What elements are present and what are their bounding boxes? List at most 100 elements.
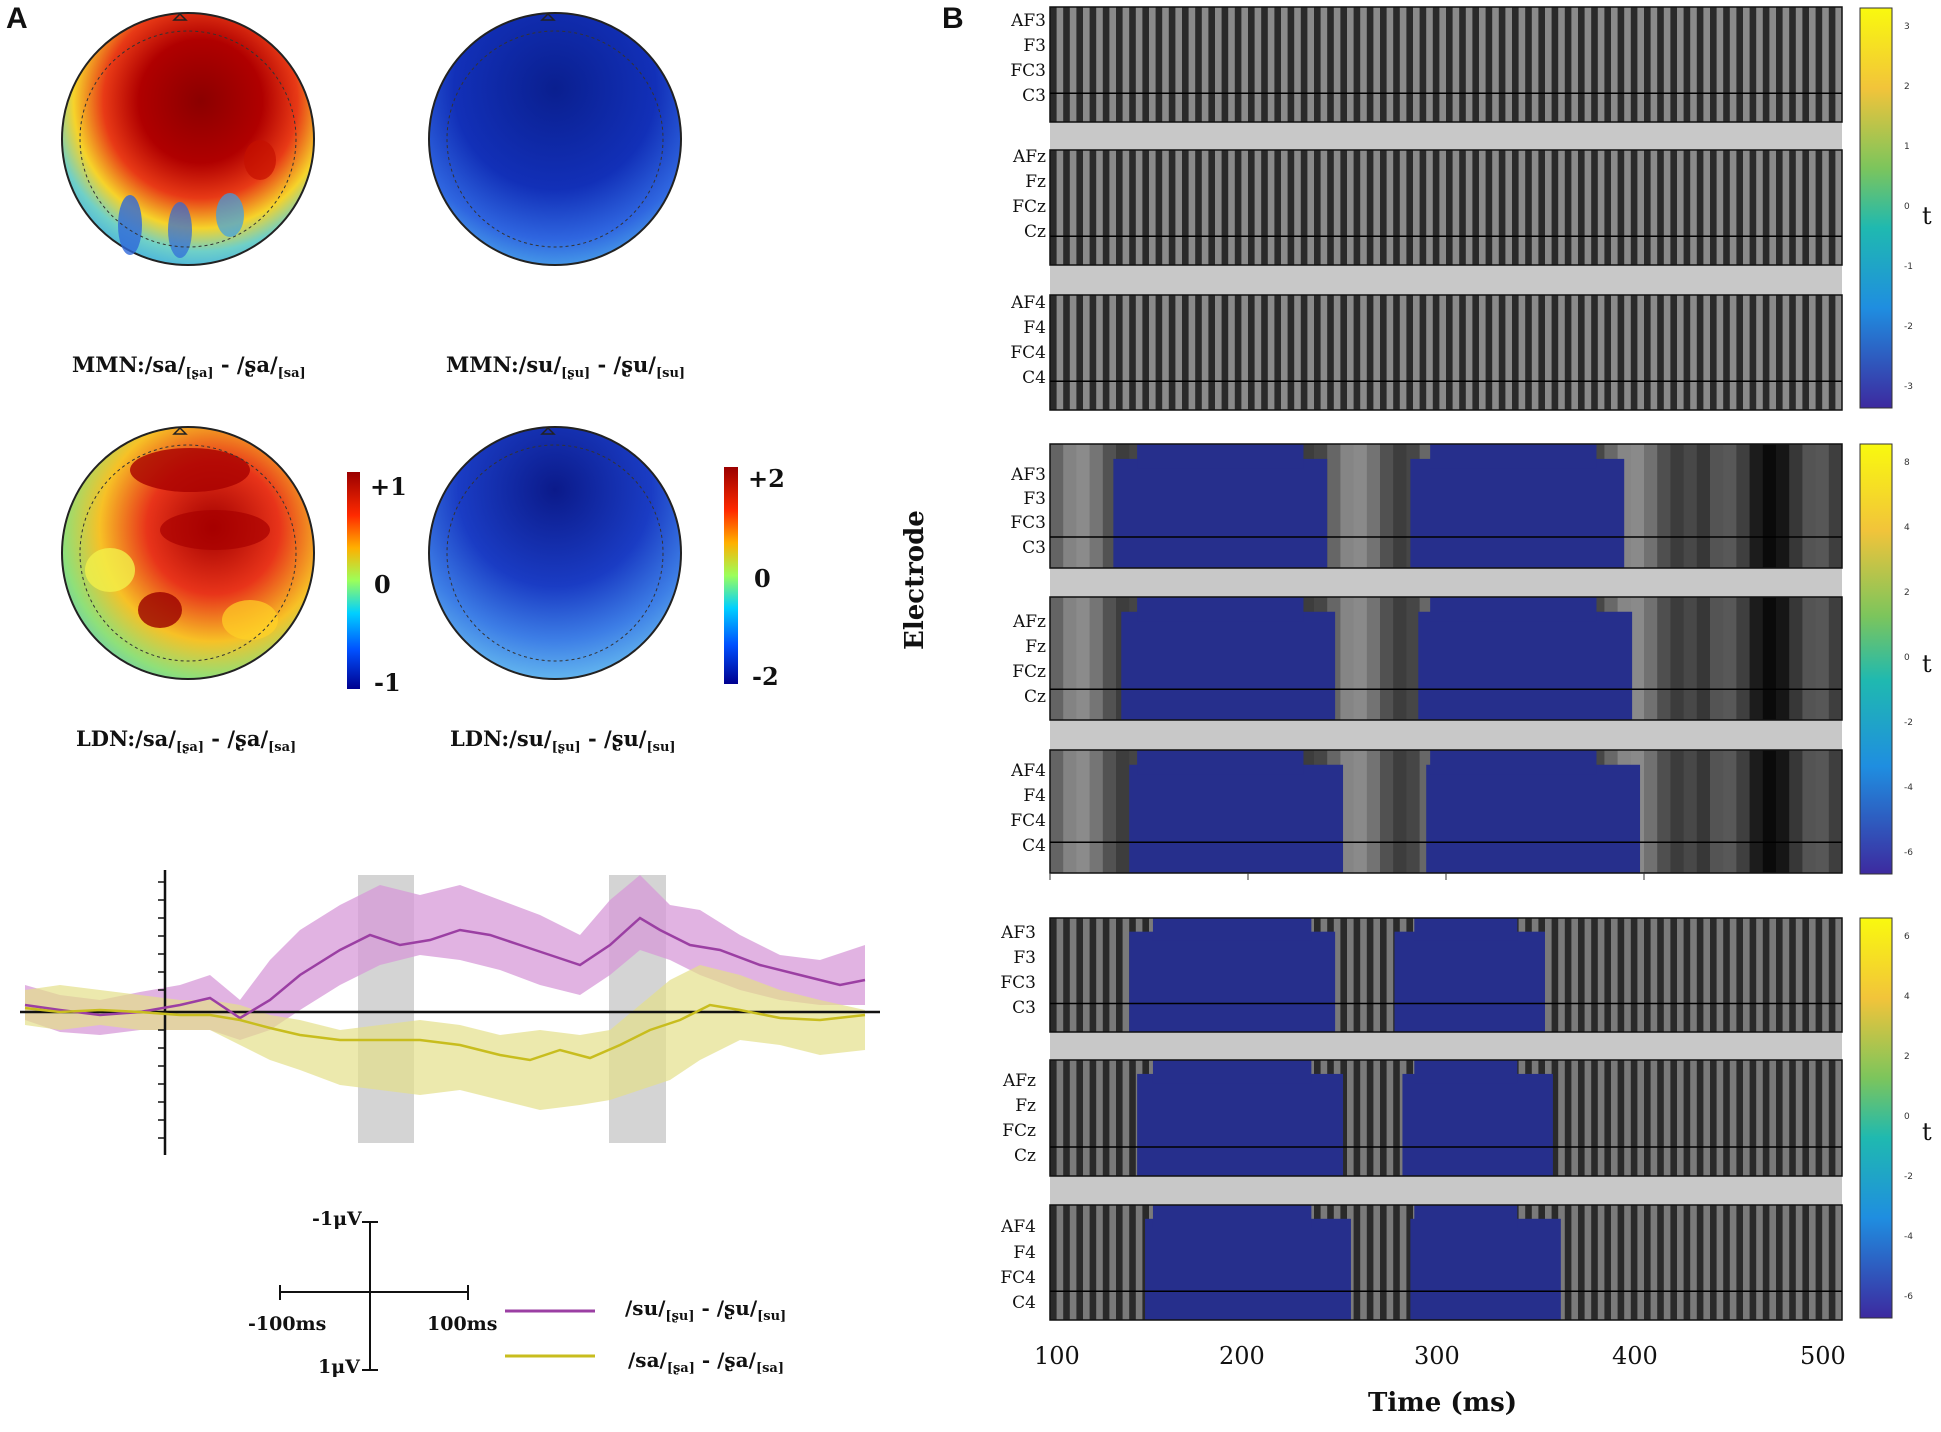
electrode-label: FC4	[1000, 1268, 1036, 1288]
topo-label-ldn-su: LDN:/su/[ʂu] - /ʂu/[su]	[450, 726, 676, 756]
topomap-mmn-sa	[61, 12, 315, 266]
electrode-label: FC3	[1000, 973, 1036, 993]
heatmap-colorbar	[1859, 443, 1893, 875]
significant-cluster	[1137, 1073, 1344, 1176]
topo-label-mmn-su: MMN:/su/[ʂu] - /ʂu/[su]	[446, 352, 686, 382]
electrode-label: FC3	[1010, 61, 1046, 81]
electrode-label: FCz	[1012, 662, 1046, 682]
cbar-left-top: +1	[370, 472, 407, 501]
electrode-label: Fz	[1025, 172, 1046, 192]
heatmap-colorbar	[1859, 7, 1893, 409]
electrode-label: Cz	[1024, 222, 1046, 242]
time-axis-title: Time (ms)	[1368, 1388, 1518, 1418]
significant-cluster	[1129, 764, 1344, 873]
topo-label-ldn-sa: LDN:/sa/[ʂa] - /ʂa/[sa]	[76, 726, 297, 756]
x-tick-400: 400	[1612, 1342, 1658, 1370]
colorbar-tick: -6	[1904, 848, 1913, 858]
su-line	[24, 916, 866, 1020]
colorbar-tick: -2	[1904, 322, 1913, 332]
panel-label-a: A	[6, 2, 28, 35]
x-tick-200: 200	[1219, 1342, 1265, 1370]
colorbar-tick: -2	[1904, 718, 1913, 728]
group-separator	[1050, 720, 1842, 750]
legend-text-su: /su/[ʂu] - /ʂu/[su]	[625, 1296, 787, 1324]
t-label-3: t	[1922, 1118, 1932, 1146]
group-separator	[1050, 568, 1842, 597]
significant-cluster	[1402, 1073, 1553, 1176]
electrode-label: FCz	[1012, 197, 1046, 217]
electrode-label: F4	[1023, 318, 1046, 338]
significant-cluster	[1394, 931, 1545, 1032]
colorbar-tick: 2	[1904, 1052, 1910, 1062]
electrode-label: Cz	[1024, 687, 1046, 707]
electrode-label: FC4	[1010, 811, 1046, 831]
electrode-label: F3	[1023, 36, 1046, 56]
significant-cluster	[1426, 764, 1641, 873]
colorbar-tick: 4	[1904, 523, 1910, 533]
electrode-label: AF4	[1001, 1217, 1036, 1237]
cbar-left-bottom: -1	[374, 668, 401, 697]
heatmap-colorbar	[1859, 917, 1893, 1319]
cbar-right-mid: 0	[754, 564, 771, 593]
electrode-label: AF4	[1011, 761, 1046, 781]
group-separator	[1050, 1032, 1842, 1060]
cbar-right-top: +2	[748, 464, 785, 493]
electrode-label: C4	[1022, 368, 1046, 388]
scale-bar	[279, 1221, 469, 1371]
electrode-label: Cz	[1014, 1146, 1036, 1166]
topo-label-mmn-sa: MMN:/sa/[ʂa] - /ʂa/[sa]	[72, 352, 306, 382]
t-label-1: t	[1922, 202, 1932, 230]
electrode-axis-title: Electrode	[900, 510, 930, 650]
colorbar-tick: 0	[1904, 1112, 1910, 1122]
colorbar-tick: 2	[1904, 82, 1910, 92]
legend-text-sa: /sa/[ʂa] - /ʂa/[sa]	[628, 1348, 784, 1376]
group-separator	[1050, 265, 1842, 295]
electrode-label: C3	[1022, 538, 1046, 558]
colorbar-tick: -6	[1904, 1292, 1913, 1302]
erp-plot	[20, 870, 880, 1155]
electrode-label: F4	[1023, 786, 1046, 806]
colorbar-right	[724, 467, 738, 684]
electrode-label: AF4	[1011, 293, 1046, 313]
panel-label-b: B	[942, 2, 964, 35]
colorbar-tick: -1	[1904, 262, 1913, 272]
colorbar-tick: 0	[1904, 653, 1910, 663]
colorbar-tick: -3	[1904, 382, 1913, 392]
electrode-label: AF3	[1011, 11, 1046, 31]
electrode-label: AFz	[1012, 612, 1046, 632]
electrode-label: C4	[1022, 836, 1046, 856]
significant-cluster	[1113, 458, 1328, 568]
colorbar-tick: 2	[1904, 588, 1910, 598]
colorbar-tick: -2	[1904, 1172, 1913, 1182]
cbar-left-mid: 0	[374, 570, 391, 599]
electrode-label: FC4	[1010, 343, 1046, 363]
sa-band	[25, 965, 865, 1110]
colorbar-left	[347, 472, 360, 689]
electrode-label: AFz	[1012, 147, 1046, 167]
significant-cluster	[1121, 611, 1336, 720]
topomap-ldn-su	[428, 426, 682, 680]
group-separator	[1050, 122, 1842, 150]
electrode-label: Fz	[1015, 1096, 1036, 1116]
group-separator	[1050, 1176, 1842, 1205]
electrode-label: AFz	[1002, 1071, 1036, 1091]
colorbar-tick: 1	[1904, 142, 1910, 152]
su-band	[25, 875, 865, 1040]
significant-cluster	[1418, 611, 1633, 720]
sa-line	[24, 1003, 866, 1062]
electrode-label: F3	[1023, 489, 1046, 509]
electrode-label: FC3	[1010, 513, 1046, 533]
colorbar-tick: 4	[1904, 992, 1910, 1002]
significant-cluster	[1129, 931, 1336, 1032]
x-tick-500: 500	[1800, 1342, 1846, 1370]
scale-pos-uv: 1μV	[318, 1356, 360, 1378]
electrode-label: AF3	[1001, 923, 1036, 943]
scale-neg-uv: -1μV	[312, 1208, 362, 1230]
electrode-label: C4	[1012, 1293, 1036, 1313]
colorbar-tick: 3	[1904, 22, 1910, 32]
scale-right-ms: 100ms	[427, 1313, 498, 1335]
electrode-label: Fz	[1025, 637, 1046, 657]
colorbar-tick: 0	[1904, 202, 1910, 212]
